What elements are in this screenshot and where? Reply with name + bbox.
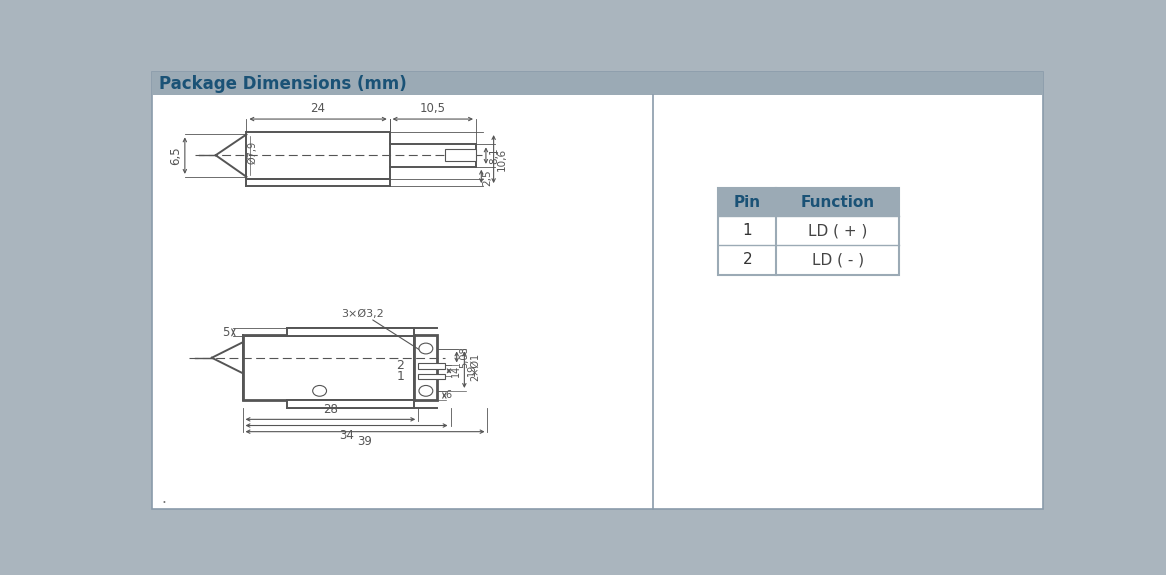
Text: 1: 1 (743, 223, 752, 238)
Text: 10,5: 10,5 (420, 102, 445, 115)
Text: LD ( + ): LD ( + ) (808, 223, 868, 238)
Bar (414, 335, 437, 400)
Text: 2,5: 2,5 (482, 170, 492, 186)
Bar (243, 335, 414, 400)
Text: 39: 39 (358, 435, 372, 448)
Bar (152, 72, 1044, 95)
Bar (718, 189, 899, 275)
Text: 2: 2 (743, 252, 752, 267)
Text: 5: 5 (223, 326, 230, 339)
Text: 2: 2 (396, 359, 405, 372)
Bar (287, 400, 414, 408)
Text: 5,08: 5,08 (459, 346, 469, 368)
Bar (419, 363, 445, 369)
Text: Function: Function (801, 195, 874, 210)
Text: Ø7,9: Ø7,9 (247, 141, 258, 164)
Text: 1: 1 (396, 370, 405, 383)
Bar (419, 374, 445, 380)
Text: 28: 28 (323, 403, 338, 416)
Text: 6,5: 6,5 (169, 146, 183, 165)
Bar (718, 246, 899, 275)
Ellipse shape (419, 343, 433, 354)
Ellipse shape (419, 385, 433, 396)
Text: 3×Ø3,2: 3×Ø3,2 (342, 309, 384, 319)
Text: 6: 6 (445, 390, 451, 400)
Text: Pin: Pin (733, 195, 761, 210)
Text: 10,6: 10,6 (497, 148, 507, 171)
Bar (718, 189, 899, 216)
Text: 2×Ø1: 2×Ø1 (470, 353, 479, 381)
Text: Package Dimensions (mm): Package Dimensions (mm) (160, 75, 407, 93)
Text: 8,1: 8,1 (489, 147, 499, 164)
Text: 24: 24 (310, 102, 325, 115)
Text: 34: 34 (339, 428, 354, 442)
Bar (287, 328, 414, 336)
Text: .: . (161, 491, 166, 506)
Text: LD ( - ): LD ( - ) (812, 252, 864, 267)
Text: 14: 14 (451, 365, 462, 377)
Ellipse shape (312, 385, 326, 396)
Text: 19: 19 (468, 363, 477, 376)
Bar (445, 149, 476, 162)
Bar (718, 216, 899, 246)
